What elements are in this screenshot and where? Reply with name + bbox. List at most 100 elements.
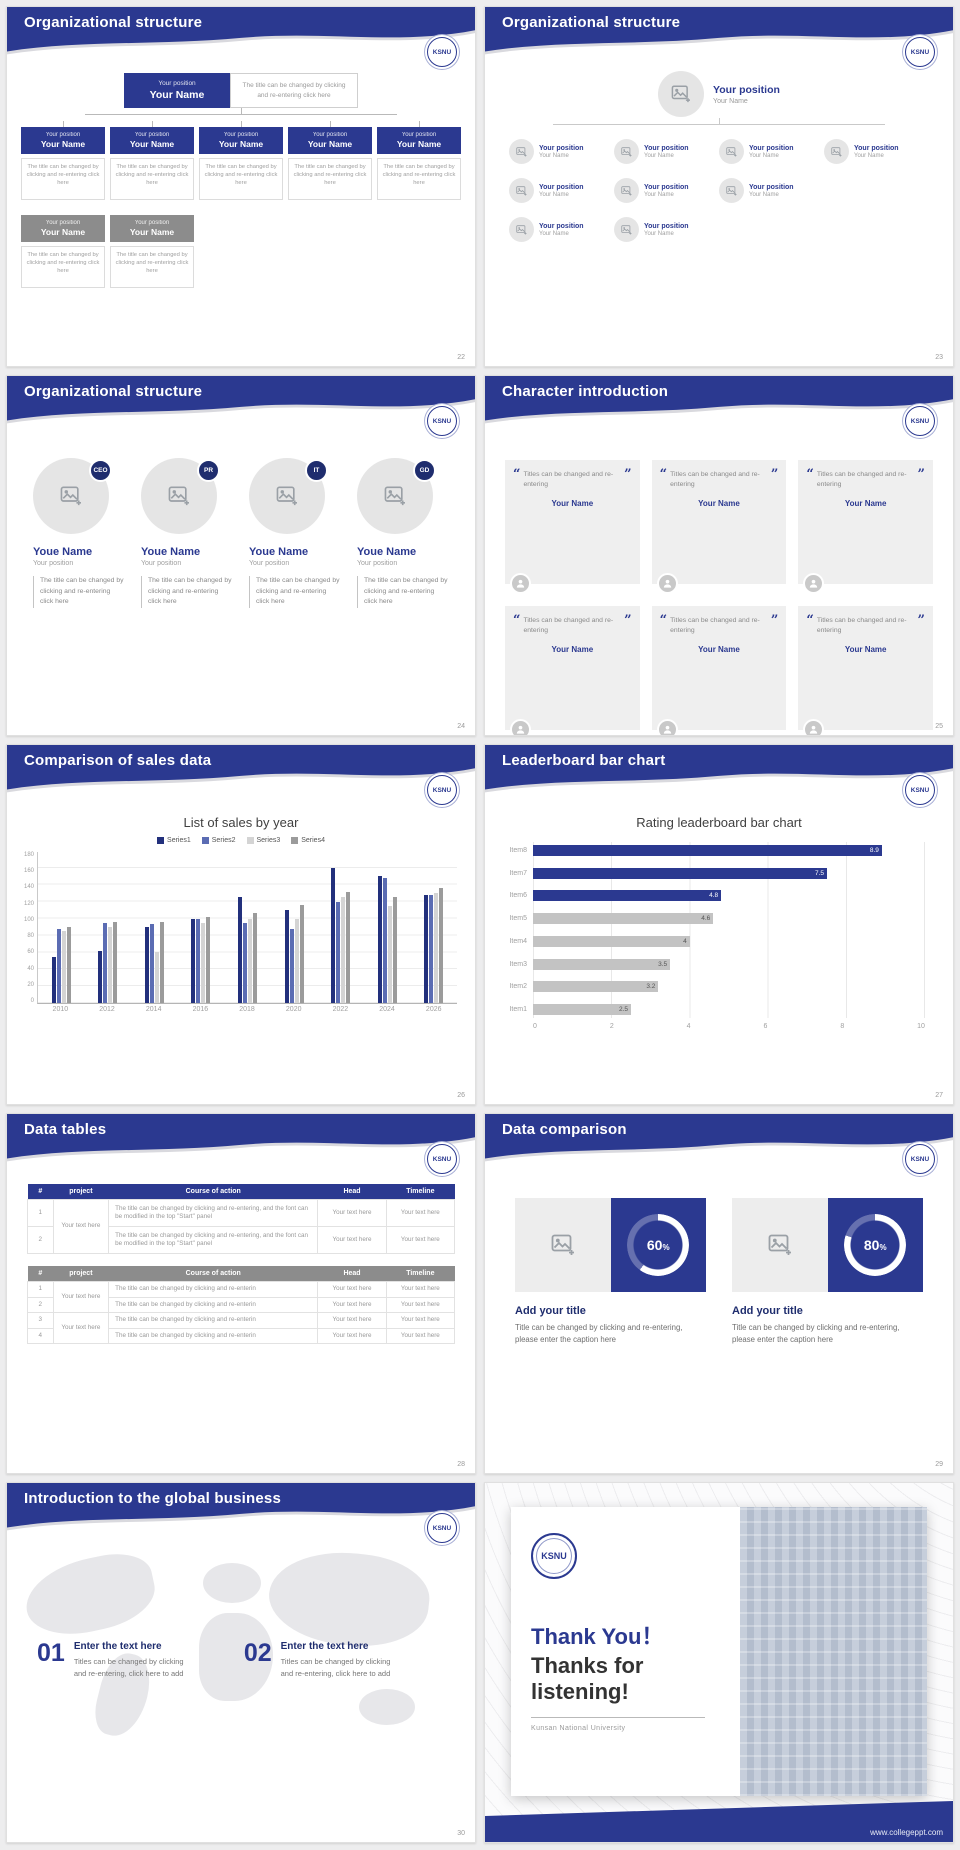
- quote-card: “Titles can be changed and re-entering” …: [505, 606, 640, 735]
- bar: [206, 917, 211, 1003]
- hbar-row: Item8 8.9: [499, 845, 925, 856]
- cell-num: 2: [27, 1226, 54, 1254]
- name-label: Your Name: [698, 645, 740, 655]
- table-gray: # project Course of action Head Timeline…: [27, 1266, 456, 1344]
- cell-project: Your text here: [52, 1312, 110, 1344]
- photo-placeholder: [732, 1198, 828, 1292]
- legend-label: Series4: [301, 837, 325, 844]
- name-label: Your Name: [644, 152, 674, 159]
- hbar-chart: Item8 8.9 Item7 7.5 Item6 4.8 Item5 4.6 Item4 4 It…: [499, 842, 925, 1018]
- slide-thank-you[interactable]: KSNU Thank You！ Thanks for listening! Ku…: [484, 1482, 954, 1843]
- slide-title: Data comparison: [502, 1121, 627, 1138]
- org-root-label: Your position Your Name: [713, 84, 780, 105]
- slide-header: Organizational structure KSNU: [485, 7, 953, 67]
- team-member: CEO Youe Name Your position The title ca…: [33, 458, 125, 730]
- header-wave: [7, 745, 475, 793]
- donut-panel: 80%: [827, 1198, 923, 1292]
- bar: [377, 876, 382, 1003]
- card-media: 60%: [515, 1198, 706, 1292]
- photo-placeholder: GD: [357, 458, 436, 534]
- slide-24[interactable]: Organizational structure KSNU CEO Youe N…: [6, 375, 476, 736]
- data-tables: # project Course of action Head Timeline…: [7, 1172, 475, 1468]
- slide-30[interactable]: Introduction to the global business KSNU…: [6, 1482, 476, 1843]
- photo-placeholder: [824, 139, 849, 164]
- connector-lines: [553, 118, 885, 125]
- slide-29[interactable]: Data comparison KSNU 60% Add your title: [484, 1113, 954, 1474]
- cell-timeline: Your text here: [385, 1312, 456, 1329]
- legend-label: Series1: [167, 837, 191, 844]
- name-label: Your Name: [698, 499, 740, 509]
- quote-row: “Titles can be changed and re-entering ”: [660, 614, 779, 636]
- name-label: Youe Name: [357, 546, 417, 558]
- position-label: Your position: [539, 183, 584, 191]
- table-header-row: # project Course of action Head Timeline: [27, 1184, 455, 1200]
- org-node: Your position Your Name: [719, 139, 824, 164]
- category-label: Item3: [509, 960, 527, 968]
- open-quote-icon: “: [513, 467, 521, 482]
- position-label: Your position: [223, 132, 259, 138]
- percent-value: 60: [646, 1237, 663, 1253]
- ksnu-logo-text: KSNU: [432, 786, 452, 794]
- org-node-label: Your position Your Name: [539, 184, 584, 198]
- person-icon: [810, 725, 818, 734]
- percent-sign: %: [879, 1243, 887, 1252]
- team-members: CEO Youe Name Your position The title ca…: [7, 434, 475, 730]
- category-label: Item5: [509, 915, 527, 923]
- donut-chart: 80%: [844, 1214, 907, 1276]
- image-placeholder-icon: [384, 486, 405, 506]
- bar: [113, 922, 118, 1003]
- slide-28[interactable]: Data tables KSNU # project Course of act…: [6, 1113, 476, 1474]
- cell-project: Your text here: [52, 1199, 110, 1254]
- item-body: Enter the text here Titles can be change…: [281, 1641, 405, 1679]
- hbar-chart-panel: Rating leaderboard bar chart Item8 8.9 Ite…: [485, 815, 953, 1104]
- bar: [144, 927, 149, 1003]
- bar-group: [317, 852, 364, 1003]
- ksnu-logo: KSNU: [427, 406, 457, 436]
- ksnu-logo: KSNU: [531, 1533, 577, 1579]
- bar: [392, 897, 397, 1003]
- node-caption: The title can be changed by clicking and…: [288, 158, 372, 200]
- world-map-shape: [199, 1613, 273, 1701]
- col-header: Timeline: [386, 1266, 455, 1282]
- x-tick-label: 6: [763, 1023, 768, 1030]
- cell-timeline: Your text here: [385, 1199, 456, 1227]
- ksnu-logo-text: KSNU: [910, 48, 930, 56]
- quote-cards: “Titles can be changed and re-entering” …: [485, 434, 953, 735]
- name-label: Youe Name: [141, 546, 201, 558]
- person-icon: [516, 725, 525, 734]
- name-label: Your Name: [551, 645, 594, 655]
- x-tick-label: 2018: [239, 1006, 255, 1013]
- member-caption: The title can be changed by clicking and…: [33, 576, 125, 608]
- bar: [51, 957, 56, 1003]
- slide-22[interactable]: Organizational structure KSNU Your posit…: [6, 6, 476, 367]
- plot-area: [37, 852, 457, 1004]
- open-quote-icon: “: [806, 613, 814, 628]
- slide-27[interactable]: Leaderboard bar chart KSNU Rating leader…: [484, 744, 954, 1105]
- org-node-box: Your position Your Name: [110, 215, 194, 242]
- slide-header: Leaderboard bar chart KSNU: [485, 745, 953, 805]
- name-label: Your Name: [539, 191, 569, 198]
- comparison-card: 80% Add your title Title can be changed …: [732, 1198, 923, 1468]
- org-root-node: Your position Your Name: [485, 71, 953, 117]
- photo-placeholder: CEO: [33, 458, 112, 534]
- cell-project: Your text here: [52, 1281, 110, 1313]
- x-tick-label: 2026: [425, 1006, 442, 1013]
- col-header: #: [27, 1184, 54, 1200]
- slide-26[interactable]: Comparison of sales data KSNU List of sa…: [6, 744, 476, 1105]
- org-column: Your position Your Name The title can be …: [288, 121, 372, 200]
- slide-25[interactable]: Character introduction KSNU “Titles can …: [484, 375, 954, 736]
- percent-value: 80: [863, 1237, 880, 1253]
- website-url: www.collegeppt.com: [870, 1828, 943, 1837]
- avatar: [510, 573, 531, 594]
- category-label: Item8: [509, 847, 527, 854]
- position-label: Your position: [854, 144, 899, 152]
- cell-head: Your text here: [317, 1296, 387, 1313]
- slide-header: Data tables KSNU: [7, 1114, 475, 1174]
- name-label: Your Name: [40, 227, 86, 237]
- slide-23[interactable]: Organizational structure KSNU Your posit…: [484, 6, 954, 367]
- thank-you-text-panel: KSNU Thank You！ Thanks for listening! Ku…: [511, 1507, 740, 1796]
- image-placeholder-icon: [60, 486, 81, 506]
- hbar-row: Item1 2.5: [499, 1003, 925, 1015]
- bar: [387, 906, 392, 1003]
- org-level-2: Your position Your Name Your position Your…: [485, 178, 953, 203]
